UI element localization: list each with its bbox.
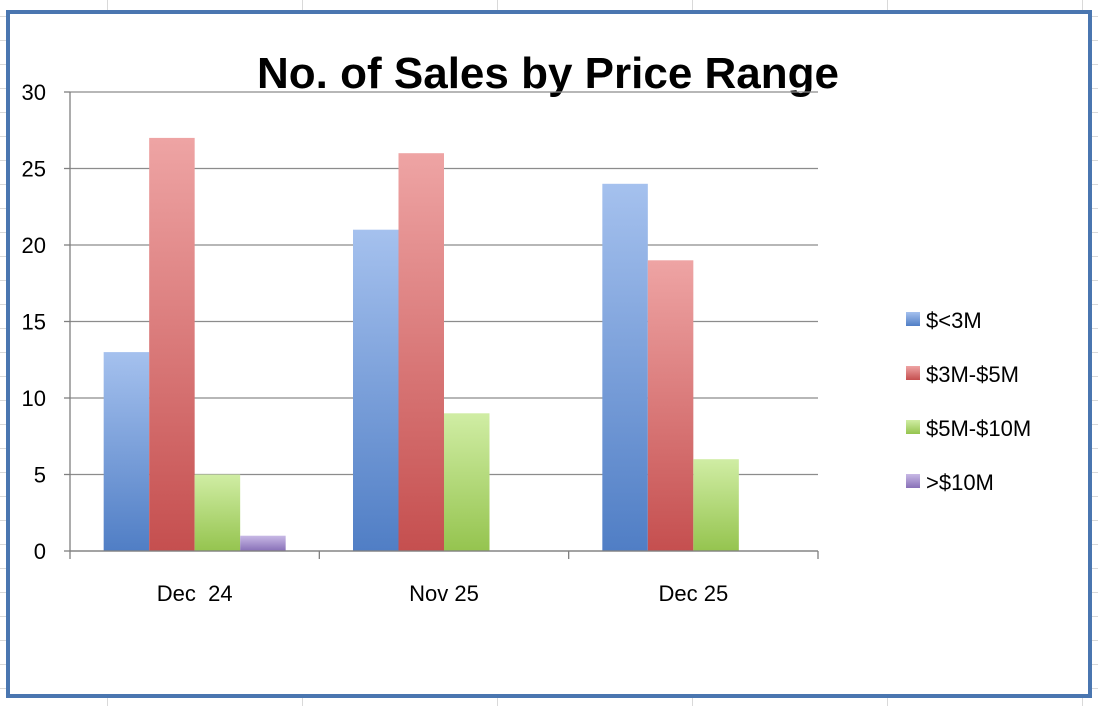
bar <box>602 183 648 552</box>
bar <box>353 229 399 551</box>
y-tick-label: 25 <box>22 157 46 182</box>
legend-swatch <box>906 474 920 488</box>
legend-label: $<3M <box>926 308 982 333</box>
bars <box>103 137 739 552</box>
legend-swatch <box>906 366 920 380</box>
chart-title: No. of Sales by Price Range <box>257 49 839 98</box>
legend: $<3M $3M-$5M $5M-$10M >$10M <box>906 308 1031 495</box>
legend-label: >$10M <box>926 470 994 495</box>
bar <box>398 153 444 551</box>
bar <box>149 137 195 551</box>
bar <box>444 413 490 551</box>
legend-swatch <box>906 312 920 326</box>
y-tick-label: 5 <box>34 463 46 488</box>
x-tick-label: Dec 24 <box>157 581 233 606</box>
chart-canvas: No. of Sales by Price Range 0 5 10 15 20 25 30… <box>22 49 1032 606</box>
y-tick-label: 10 <box>22 386 46 411</box>
y-tick-label: 30 <box>22 80 46 105</box>
y-tick-label: 15 <box>22 310 46 335</box>
bar <box>693 459 739 551</box>
bar <box>647 260 694 551</box>
axes: 0 5 10 15 20 25 30 Dec 24 Nov 25 Dec 25 <box>22 80 819 606</box>
legend-label: $3M-$5M <box>926 362 1019 387</box>
legend-label: $5M-$10M <box>926 416 1031 441</box>
chart-frame[interactable]: No. of Sales by Price Range 0 5 10 15 20 25 30… <box>6 10 1092 698</box>
bar <box>103 352 150 551</box>
y-tick-label: 20 <box>22 233 46 258</box>
y-tick-label: 0 <box>34 539 46 564</box>
bar <box>240 535 286 551</box>
legend-swatch <box>906 420 920 434</box>
bar <box>194 474 241 551</box>
x-tick-label: Dec 25 <box>658 581 728 606</box>
x-tick-label: Nov 25 <box>409 581 479 606</box>
